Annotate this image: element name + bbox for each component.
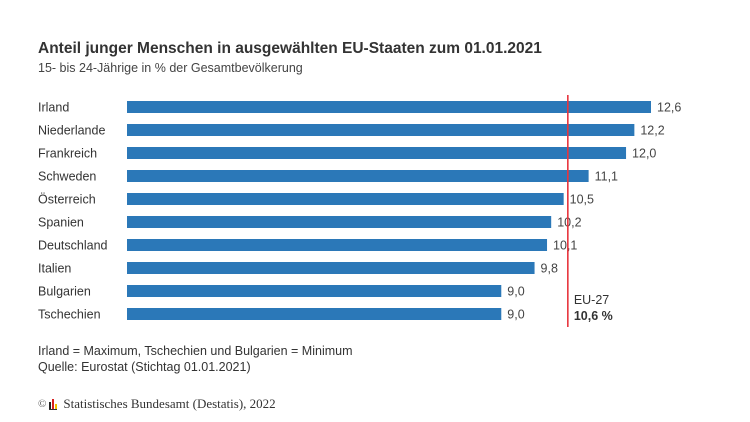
value-label: 10,1 bbox=[553, 239, 577, 253]
value-label: 9,0 bbox=[507, 285, 524, 299]
footer: © Statistisches Bundesamt (Destatis), 20… bbox=[38, 396, 276, 412]
chart-subtitle: 15- bis 24-Jährige in % der Gesamtbevölk… bbox=[38, 61, 303, 75]
reference-value: 10,6 % bbox=[574, 309, 613, 323]
note-source: Quelle: Eurostat (Stichtag 01.01.2021) bbox=[38, 360, 251, 374]
bar bbox=[127, 124, 635, 136]
bar bbox=[127, 193, 564, 205]
category-label: Frankreich bbox=[38, 147, 97, 161]
footer-text: Statistisches Bundesamt (Destatis), 2022 bbox=[63, 396, 276, 411]
bar bbox=[127, 285, 502, 297]
bar bbox=[127, 262, 535, 274]
value-label: 9,8 bbox=[541, 262, 558, 276]
value-label: 12,0 bbox=[632, 147, 656, 161]
value-label: 12,2 bbox=[640, 124, 664, 138]
category-label: Niederlande bbox=[38, 124, 105, 138]
chart-title: Anteil junger Menschen in ausgewählten E… bbox=[38, 40, 542, 57]
category-label: Spanien bbox=[38, 216, 84, 230]
category-label: Schweden bbox=[38, 170, 96, 184]
value-label: 10,5 bbox=[570, 193, 594, 207]
bar bbox=[127, 147, 627, 159]
bar bbox=[127, 308, 502, 320]
category-label: Tschechien bbox=[38, 308, 101, 322]
value-label: 11,1 bbox=[595, 170, 618, 184]
bar bbox=[127, 216, 552, 228]
value-label: 9,0 bbox=[507, 308, 524, 322]
bar bbox=[127, 239, 548, 251]
bar-chart: Irland 12,6 Niederlande 12,2 Frankreich 12,0 S… bbox=[38, 95, 681, 327]
category-label: Italien bbox=[38, 262, 71, 276]
bar bbox=[127, 170, 589, 182]
chart-notes: Irland = Maximum, Tschechien und Bulgari… bbox=[38, 343, 353, 375]
category-label: Österreich bbox=[38, 193, 96, 207]
category-label: Deutschland bbox=[38, 239, 108, 253]
category-label: Bulgarien bbox=[38, 285, 91, 299]
note-extremes: Irland = Maximum, Tschechien und Bulgari… bbox=[38, 344, 353, 358]
destatis-logo-icon bbox=[49, 398, 58, 410]
value-label: 10,2 bbox=[557, 216, 581, 230]
bar bbox=[127, 101, 651, 113]
value-label: 12,6 bbox=[657, 101, 681, 115]
copyright-icon: © bbox=[38, 398, 47, 410]
category-label: Irland bbox=[38, 101, 69, 115]
reference-label: EU-27 bbox=[574, 293, 609, 307]
